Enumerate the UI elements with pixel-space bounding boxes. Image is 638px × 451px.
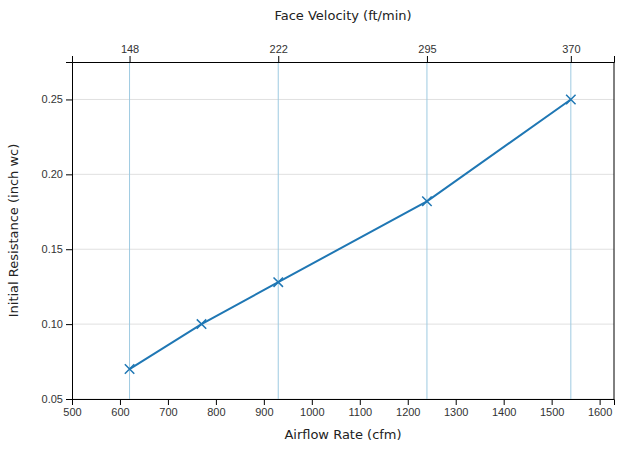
grid-line — [72, 99, 614, 100]
tick-mark — [66, 99, 72, 100]
grid — [72, 99, 614, 399]
tick-label: 1000 — [300, 406, 324, 418]
tick-label: 1600 — [588, 406, 612, 418]
tick-mark — [264, 399, 265, 405]
tick-mark — [571, 56, 572, 62]
marker — [422, 197, 431, 206]
tick-label: 0.15 — [42, 243, 63, 255]
tick-label: 900 — [255, 406, 273, 418]
tick: 600 — [111, 399, 129, 418]
tick-label: 0.05 — [42, 393, 63, 405]
tick: 1600 — [588, 399, 612, 418]
tick: 1100 — [348, 399, 372, 418]
tick-label: 500 — [63, 406, 81, 418]
x2-axis: 148 222 295 370 — [73, 43, 615, 63]
axis-line — [73, 400, 615, 406]
tick-label: 1300 — [444, 406, 468, 418]
tick-mark — [456, 399, 457, 405]
tick-label: 1200 — [396, 406, 420, 418]
axis-line — [66, 63, 73, 400]
marker — [125, 364, 134, 373]
tick: 500 — [63, 399, 81, 418]
x-axis-title: Airflow Rate (cfm) — [284, 427, 401, 442]
tick-mark — [66, 249, 72, 250]
tick: 1000 — [300, 399, 324, 418]
tick: 370 — [562, 43, 580, 62]
title: Face Velocity (ft/min) — [274, 8, 411, 23]
y-axis-title: Initial Resistance (inch wc) — [6, 144, 21, 318]
tick: 1200 — [396, 399, 420, 418]
reference-line — [129, 62, 130, 399]
tick-label: 600 — [111, 406, 129, 418]
tick-label: 1500 — [540, 406, 564, 418]
tick-mark — [427, 56, 428, 62]
tick: 0.25 — [42, 93, 72, 105]
tick-mark — [408, 399, 409, 405]
y-axis: 0.05 0.10 0.15 0.20 0.25 — [42, 63, 73, 406]
tick-mark — [504, 399, 505, 405]
tick-label: 1100 — [348, 406, 372, 418]
tick-mark — [66, 399, 72, 400]
tick-mark — [216, 399, 217, 405]
tick-mark — [278, 56, 279, 62]
tick: 1300 — [444, 399, 468, 418]
marker — [197, 319, 206, 328]
grid-line — [72, 324, 614, 325]
x-axis: 500 600 700 800 900 1000 1100 1200 1300 1400 1500 1… — [63, 399, 614, 418]
tick-label: 295 — [418, 43, 436, 55]
reference-line — [570, 62, 571, 399]
tick-mark — [552, 399, 553, 405]
tick-mark — [168, 399, 169, 405]
tick: 148 — [121, 43, 139, 62]
tick: 900 — [255, 399, 273, 418]
reference-lines — [130, 62, 571, 399]
plot: 500 600 700 800 900 1000 1100 1200 1300 1400 1500 1… — [42, 43, 615, 418]
tick: 0.20 — [42, 168, 72, 180]
line — [130, 99, 571, 369]
tick: 1400 — [492, 399, 516, 418]
tick-mark — [312, 399, 313, 405]
tick-mark — [120, 399, 121, 405]
marker — [566, 95, 575, 104]
marker — [274, 277, 283, 286]
tick: 0.05 — [42, 393, 72, 405]
tick-mark — [600, 399, 601, 405]
tick: 0.15 — [42, 243, 72, 255]
tick: 1500 — [540, 399, 564, 418]
grid-line — [72, 174, 614, 175]
tick-label: 222 — [270, 43, 288, 55]
tick-mark — [130, 56, 131, 62]
series — [125, 95, 576, 374]
tick-mark — [66, 324, 72, 325]
reference-line — [426, 62, 427, 399]
tick: 800 — [207, 399, 225, 418]
tick-label: 0.25 — [42, 93, 63, 105]
tick-label: 0.20 — [42, 168, 63, 180]
tick-mark — [66, 174, 72, 175]
chart: 500 600 700 800 900 1000 1100 1200 1300 1400 1500 1… — [0, 0, 638, 451]
tick: 0.10 — [42, 318, 72, 330]
tick: 222 — [270, 43, 288, 62]
reference-line — [278, 62, 279, 399]
tick-label: 1400 — [492, 406, 516, 418]
tick-label: 370 — [562, 43, 580, 55]
tick-label: 800 — [207, 406, 225, 418]
tick-label: 700 — [159, 406, 177, 418]
frame-line — [614, 62, 615, 399]
tick: 700 — [159, 399, 177, 418]
axis-line — [73, 56, 615, 63]
tick-label: 148 — [121, 43, 139, 55]
tick-label: 0.10 — [42, 318, 63, 330]
tick-mark — [360, 399, 361, 405]
tick: 295 — [418, 43, 436, 62]
grid-line — [72, 249, 614, 250]
